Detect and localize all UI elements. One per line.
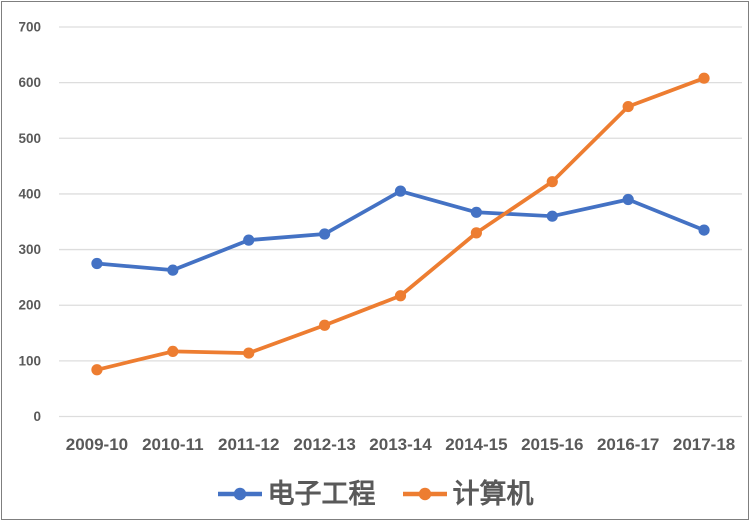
x-axis-label: 2011-12	[218, 435, 279, 454]
data-point-marker	[243, 347, 255, 359]
legend-label: 电子工程	[267, 478, 376, 509]
data-point-marker	[91, 364, 103, 376]
chart-legend: 电子工程 计算机	[0, 477, 750, 511]
data-point-marker	[470, 227, 482, 239]
data-point-marker	[319, 319, 331, 331]
legend-line-marker-icon	[402, 487, 447, 501]
x-axis-label: 2013-14	[369, 435, 432, 454]
legend-line-marker-icon	[217, 487, 262, 501]
data-point-marker	[243, 234, 255, 246]
x-axis-label: 2016-17	[597, 435, 659, 454]
y-axis-tick-label: 400	[18, 186, 41, 201]
x-axis-label: 2010-11	[142, 435, 203, 454]
y-axis-tick-label: 100	[18, 353, 41, 368]
y-axis-tick-label: 0	[33, 409, 41, 424]
x-axis-label: 2015-16	[521, 435, 583, 454]
data-point-marker	[546, 176, 558, 188]
data-point-marker	[319, 228, 331, 240]
y-axis-tick-label: 700	[18, 20, 41, 35]
data-point-marker	[698, 224, 710, 236]
y-axis-tick-label: 500	[18, 131, 41, 146]
data-point-marker	[167, 345, 179, 357]
data-point-marker	[394, 185, 407, 197]
legend-label: 计算机	[452, 478, 534, 509]
data-point-marker	[698, 72, 710, 84]
x-axis-label: 2012-13	[293, 435, 355, 454]
data-point-marker	[622, 100, 634, 113]
x-axis-label: 2014-15	[445, 435, 507, 454]
x-axis-label: 2009-10	[66, 435, 128, 454]
y-axis-tick-label: 300	[18, 242, 41, 257]
data-point-marker	[91, 257, 103, 270]
data-point-marker	[622, 193, 634, 206]
series-line-0	[95, 189, 706, 273]
data-point-marker	[470, 206, 482, 218]
legend-item-0: 电子工程	[217, 478, 376, 509]
series-line-1	[95, 76, 706, 372]
x-axis-label: 2017-18	[673, 435, 735, 454]
data-point-marker	[394, 290, 407, 302]
data-point-marker	[167, 264, 179, 276]
legend-item-1: 计算机	[402, 478, 534, 509]
y-axis-tick-label: 200	[18, 298, 41, 313]
data-point-marker	[546, 210, 558, 222]
y-axis-tick-label: 600	[18, 75, 41, 90]
